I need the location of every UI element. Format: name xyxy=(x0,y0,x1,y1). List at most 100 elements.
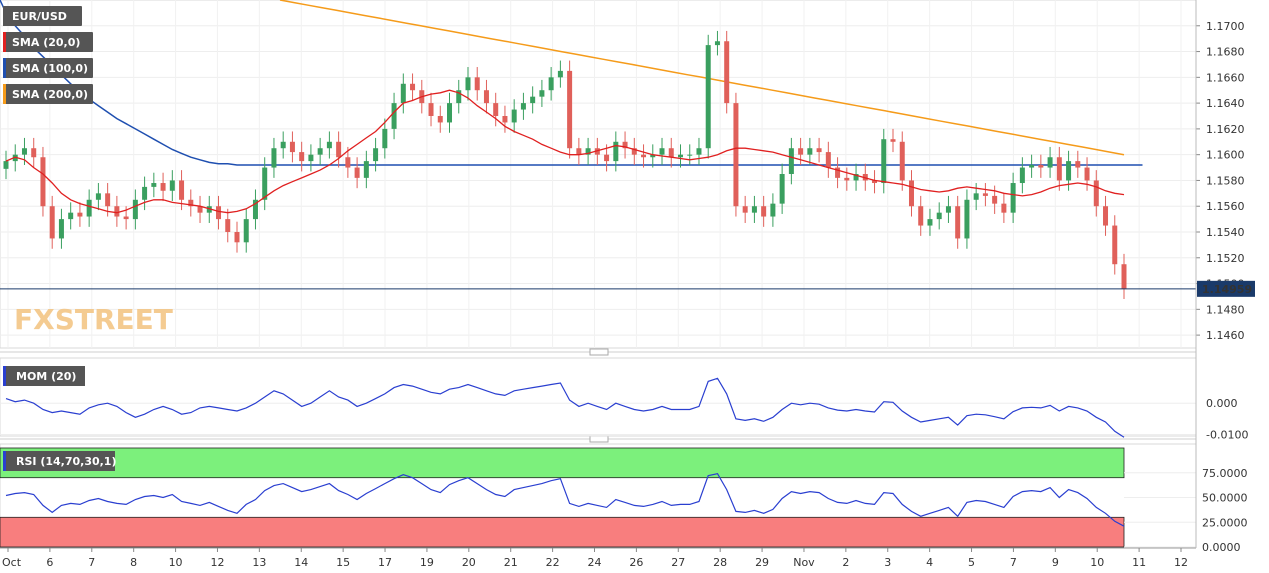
candle-body xyxy=(447,103,453,123)
candle-body xyxy=(816,148,822,153)
candle-body xyxy=(742,206,748,213)
candle-body xyxy=(1112,225,1118,265)
candle-body xyxy=(336,141,342,158)
price-tick-label: 1.1660 xyxy=(1206,71,1245,84)
x-tick-label: 11 xyxy=(1132,556,1146,569)
candle-body xyxy=(308,154,314,162)
candle-body xyxy=(243,219,249,243)
candle-body xyxy=(1010,183,1016,213)
candle-body xyxy=(363,161,369,178)
candle-body xyxy=(641,154,647,158)
candle-body xyxy=(1084,167,1090,181)
candle-body xyxy=(58,219,64,239)
candle-body xyxy=(179,180,185,200)
x-tick-label: 26 xyxy=(629,556,643,569)
x-tick-label: 20 xyxy=(462,556,476,569)
x-tick-label: 29 xyxy=(755,556,769,569)
candle-body xyxy=(373,148,379,162)
candle-body xyxy=(548,77,554,91)
candle-body xyxy=(613,141,619,162)
legend-swatch xyxy=(3,6,6,26)
candle-body xyxy=(668,148,674,158)
candle-body xyxy=(1103,206,1109,226)
candle-body xyxy=(132,199,138,220)
mom-legend-badge xyxy=(3,366,85,386)
candle-body xyxy=(677,154,683,158)
rsi-legend-swatch xyxy=(3,451,6,471)
rsi-oversold-zone xyxy=(0,516,1125,548)
candle-body xyxy=(899,141,905,181)
candle-body xyxy=(604,154,610,162)
candle-body xyxy=(890,139,896,142)
candle-body xyxy=(21,148,27,155)
candle-body xyxy=(631,148,637,155)
panel-resize-grip xyxy=(589,348,609,356)
candle-body xyxy=(391,103,397,129)
candle-body xyxy=(1038,164,1044,168)
candle-body xyxy=(1066,161,1072,181)
x-tick-label: 27 xyxy=(671,556,685,569)
price-tick-label: 1.1620 xyxy=(1206,123,1245,136)
candle-body xyxy=(216,206,222,220)
candle-body xyxy=(86,199,92,217)
mom-tick-label: 0.000 xyxy=(1206,397,1238,410)
candle-body xyxy=(973,193,979,200)
x-tick-label: Oct xyxy=(2,556,22,569)
candle-body xyxy=(650,154,656,158)
candle-body xyxy=(927,219,933,226)
candle-body xyxy=(687,154,693,156)
x-tick-label: 22 xyxy=(546,556,560,569)
price-tick-label: 1.1580 xyxy=(1206,174,1245,187)
candle-body xyxy=(844,177,850,181)
candle-body xyxy=(502,116,508,123)
x-tick-label: 10 xyxy=(169,556,183,569)
candle-body xyxy=(724,41,730,104)
price-tick-label: 1.1700 xyxy=(1206,20,1245,33)
candle-body xyxy=(807,148,813,155)
candle-body xyxy=(123,216,129,220)
candle-body xyxy=(252,199,258,220)
candle-body xyxy=(530,96,536,104)
legend-badge xyxy=(3,32,93,52)
candle-body xyxy=(825,152,831,168)
candle-body xyxy=(992,195,998,204)
rsi-tick-label: 0.0000 xyxy=(1202,541,1241,554)
candle-body xyxy=(696,148,702,155)
x-tick-label: 5 xyxy=(968,556,975,569)
candle-body xyxy=(400,83,406,104)
candle-body xyxy=(714,41,720,46)
candle-body xyxy=(345,157,351,168)
mom-legend-swatch xyxy=(3,366,6,386)
x-tick-label: 19 xyxy=(420,556,434,569)
candle-body xyxy=(437,116,443,123)
candle-body xyxy=(585,148,591,155)
candle-body xyxy=(382,128,388,149)
candle-body xyxy=(945,206,951,213)
candle-body xyxy=(326,141,332,149)
candle-body xyxy=(234,232,240,243)
legend-badge xyxy=(3,84,93,104)
candle-body xyxy=(733,103,739,207)
candle-body xyxy=(1047,157,1053,168)
x-tick-label: 8 xyxy=(130,556,137,569)
x-tick-label: 3 xyxy=(884,556,891,569)
x-tick-label: 21 xyxy=(504,556,518,569)
candle-body xyxy=(465,77,471,91)
candle-body xyxy=(918,206,924,226)
candle-body xyxy=(142,186,148,200)
legend-swatch xyxy=(3,32,6,52)
candle-body xyxy=(1093,180,1099,207)
x-tick-label: 2 xyxy=(842,556,849,569)
candle-body xyxy=(197,206,203,213)
rsi-tick-label: 25.0000 xyxy=(1202,516,1248,529)
price-panel xyxy=(0,0,1197,349)
candle-body xyxy=(410,83,416,91)
mom-legend-label: MOM (20) xyxy=(16,370,76,383)
price-tick-label: 1.1640 xyxy=(1206,97,1245,110)
price-tick-label: 1.1480 xyxy=(1206,303,1245,316)
candle-body xyxy=(659,148,665,155)
candle-body xyxy=(493,103,499,116)
candle-body xyxy=(299,152,305,162)
legend-label: SMA (20,0) xyxy=(12,36,80,49)
